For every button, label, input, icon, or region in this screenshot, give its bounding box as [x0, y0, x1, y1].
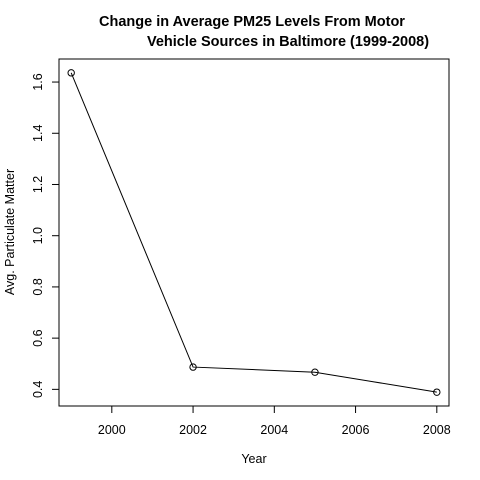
- data-point: [433, 388, 441, 396]
- x-tick-label: 2000: [98, 423, 126, 437]
- series-line: [70, 72, 437, 393]
- data-points: [67, 69, 441, 396]
- y-axis-label: Avg. Particulate Matter: [3, 169, 17, 295]
- x-axis: 2000 2002 2004 2006 2008: [98, 406, 451, 437]
- y-tick-label: 1.0: [31, 227, 45, 244]
- plot-frame: [58, 58, 450, 407]
- chart-title-line-2: Vehicle Sources in Baltimore (1999-2008): [147, 34, 429, 50]
- x-tick-label: 2006: [342, 423, 370, 437]
- data-point: [311, 368, 319, 376]
- x-tick-label: 2008: [423, 423, 451, 437]
- y-tick-label: 0.4: [31, 381, 45, 398]
- y-tick-label: 0.8: [31, 278, 45, 295]
- y-tick-label: 1.6: [31, 73, 45, 90]
- y-tick-label: 0.6: [31, 329, 45, 346]
- chart-title-line-1: Change in Average PM25 Levels From Motor: [99, 14, 405, 30]
- data-point: [189, 363, 197, 371]
- x-axis-label: Year: [241, 452, 266, 466]
- data-point: [67, 69, 75, 77]
- x-tick-label: 2004: [260, 423, 288, 437]
- y-tick-label: 1.4: [31, 125, 45, 142]
- x-tick-label: 2002: [179, 423, 207, 437]
- y-tick-label: 1.2: [31, 176, 45, 193]
- y-axis: 0.4 0.6 0.8 1.0 1.2 1.4 1.6: [31, 73, 59, 398]
